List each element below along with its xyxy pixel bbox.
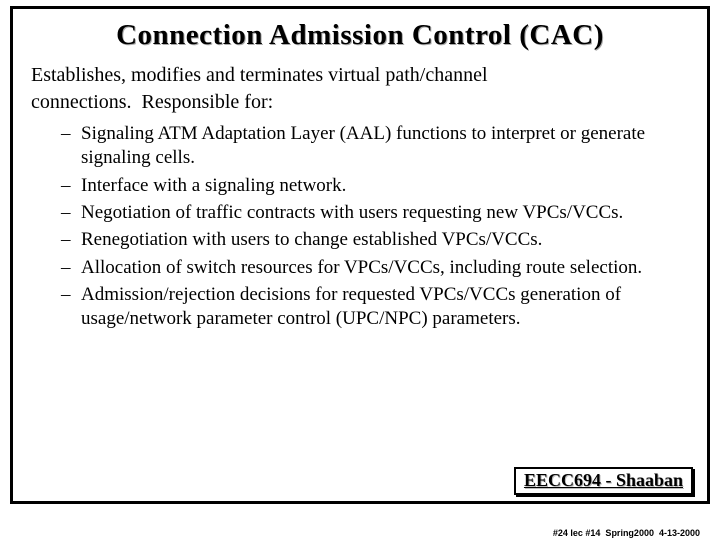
- slide-frame: Connection Admission Control (CAC) Estab…: [10, 6, 710, 504]
- list-item: Renegotiation with users to change estab…: [65, 228, 689, 252]
- slide-intro: Establishes, modifies and terminates vir…: [31, 62, 689, 116]
- list-item: Signaling ATM Adaptation Layer (AAL) fun…: [65, 122, 689, 171]
- footer-note: #24 lec #14 Spring2000 4-13-2000: [553, 528, 700, 538]
- list-item: Admission/rejection decisions for reques…: [65, 283, 689, 332]
- slide-title: Connection Admission Control (CAC): [31, 19, 689, 52]
- footer-badge: EECC694 - Shaaban: [514, 467, 693, 495]
- list-item: Interface with a signaling network.: [65, 174, 689, 198]
- bullet-list: Signaling ATM Adaptation Layer (AAL) fun…: [31, 122, 689, 332]
- list-item: Negotiation of traffic contracts with us…: [65, 201, 689, 225]
- list-item: Allocation of switch resources for VPCs/…: [65, 256, 689, 280]
